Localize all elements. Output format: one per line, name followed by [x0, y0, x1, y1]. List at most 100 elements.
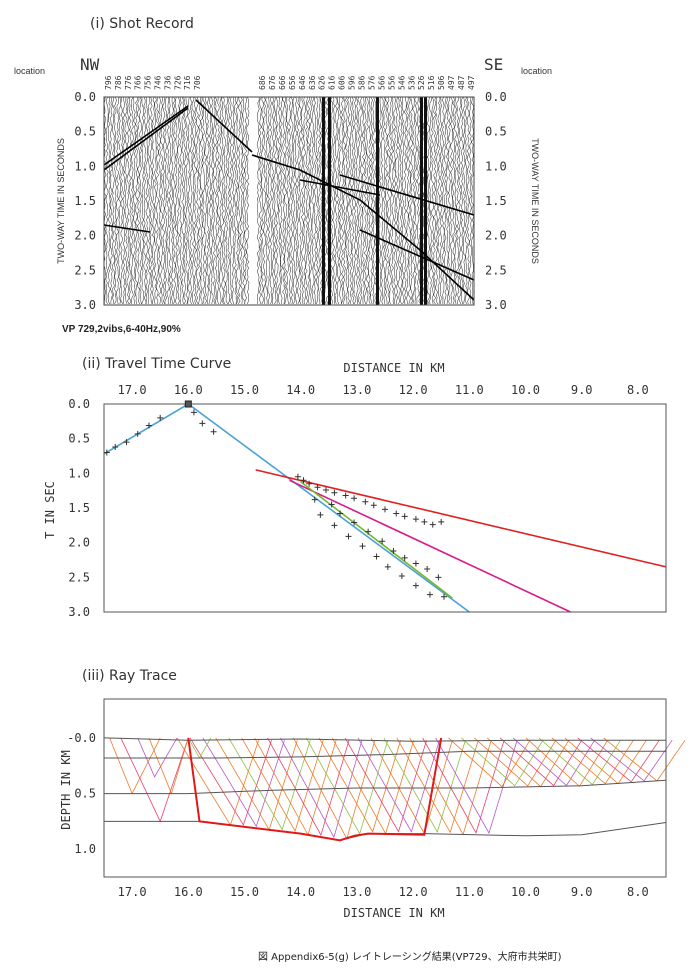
- station-label: 736: [163, 75, 172, 90]
- trace: [292, 96, 296, 305]
- observed-pick: [384, 563, 391, 570]
- station-label: 666: [278, 75, 287, 90]
- trace: [174, 96, 178, 305]
- trace: [240, 96, 243, 305]
- ray-path: [512, 737, 595, 787]
- trace: [386, 96, 390, 305]
- trace: [107, 96, 111, 305]
- shot-time-ticks-right: 0.0 0.5 1.0 1.5 2.0 2.5 3.0: [485, 90, 507, 312]
- trace: [395, 96, 399, 305]
- station-label: 566: [377, 75, 386, 90]
- trace: [139, 96, 143, 305]
- ray-trace-x-tick: 17.0: [118, 885, 147, 899]
- trace: [294, 96, 298, 305]
- station-label: 487: [457, 75, 466, 90]
- station-label: 626: [318, 75, 327, 90]
- trace: [286, 96, 290, 305]
- trace: [309, 96, 313, 305]
- ray-path: [228, 737, 311, 831]
- ray-path: [280, 737, 363, 839]
- trace: [369, 96, 374, 305]
- ray-path: [344, 737, 427, 833]
- station-label: 546: [397, 75, 406, 90]
- ray-path: [331, 737, 415, 835]
- travel-time-line: [300, 481, 453, 599]
- observed-pick: [145, 422, 152, 429]
- station-label: 766: [134, 75, 143, 90]
- trace: [393, 96, 397, 305]
- trace: [109, 96, 113, 304]
- trace: [132, 96, 136, 305]
- trace: [351, 96, 355, 305]
- travel-time-x-tick: 12.0: [399, 383, 428, 397]
- ray-trace-title: (iii) Ray Trace: [82, 668, 177, 684]
- ray-path: [603, 737, 686, 782]
- trace: [466, 96, 470, 305]
- trace: [229, 96, 233, 305]
- travel-time-x-tick: 15.0: [230, 383, 259, 397]
- trace: [408, 96, 411, 305]
- shot-time-tick: 1.0: [485, 159, 507, 173]
- ray-path: [435, 737, 518, 835]
- trace: [267, 96, 271, 305]
- ray-trace-panel: (iii) Ray Trace 17.0 16.0 15.0 14.0 13.0 12.0…: [59, 668, 686, 920]
- observed-pick: [441, 593, 448, 600]
- station-label: 716: [183, 75, 192, 90]
- trace: [397, 96, 401, 305]
- observed-pick: [317, 511, 324, 518]
- ray-trace-ylabel: DEPTH IN KM: [59, 750, 73, 829]
- shot-time-tick: 3.0: [485, 298, 507, 312]
- trace: [258, 96, 263, 305]
- station-label: 516: [427, 75, 436, 90]
- observed-pick: [401, 554, 408, 561]
- observed-pick: [398, 572, 405, 579]
- travel-time-x-tick: 10.0: [511, 383, 540, 397]
- trace: [185, 96, 189, 305]
- shot-record-panel: (i) Shot Record NW SE location location …: [14, 16, 552, 335]
- trace: [441, 96, 445, 304]
- shot-ylabel-right: TWO-WAY TIME IN SECONDS: [530, 138, 540, 264]
- observed-pick: [351, 495, 358, 502]
- ray-path: [590, 737, 673, 782]
- trace: [384, 96, 388, 305]
- ray-path: [383, 737, 466, 834]
- reflection-event: [103, 105, 189, 166]
- trace: [193, 96, 197, 305]
- travel-time-y-tick: 0.5: [68, 432, 90, 446]
- trace: [103, 96, 107, 304]
- trace: [233, 96, 237, 305]
- trace: [210, 96, 214, 305]
- shot-record-frame: [103, 96, 475, 306]
- ray-trace-x-tick: 9.0: [571, 885, 593, 899]
- observed-pick: [393, 510, 400, 517]
- station-label: 776: [124, 75, 133, 90]
- trace: [223, 96, 227, 305]
- travel-time-y-tick: 2.5: [68, 570, 90, 584]
- dark-trace: [376, 97, 379, 305]
- trace: [277, 96, 281, 305]
- station-label: 726: [173, 75, 182, 90]
- trace: [227, 96, 231, 305]
- trace: [261, 96, 265, 305]
- trace: [347, 96, 351, 305]
- trace: [235, 96, 239, 305]
- trace: [128, 96, 132, 305]
- observed-pick: [429, 521, 436, 528]
- trace: [443, 96, 447, 305]
- reflection-event: [299, 179, 381, 196]
- trace: [271, 96, 275, 305]
- location-label-left: location: [14, 66, 45, 76]
- ray-path: [305, 737, 389, 835]
- trace: [389, 96, 393, 305]
- trace: [338, 96, 342, 305]
- trace: [200, 96, 204, 305]
- shot-time-tick: 2.5: [485, 263, 507, 277]
- trace: [231, 96, 235, 305]
- trace: [151, 96, 155, 305]
- trace: [452, 96, 456, 305]
- ray-path: [241, 737, 324, 832]
- trace: [214, 96, 218, 305]
- observed-pick: [412, 560, 419, 567]
- trace: [447, 96, 451, 305]
- trace: [122, 96, 126, 305]
